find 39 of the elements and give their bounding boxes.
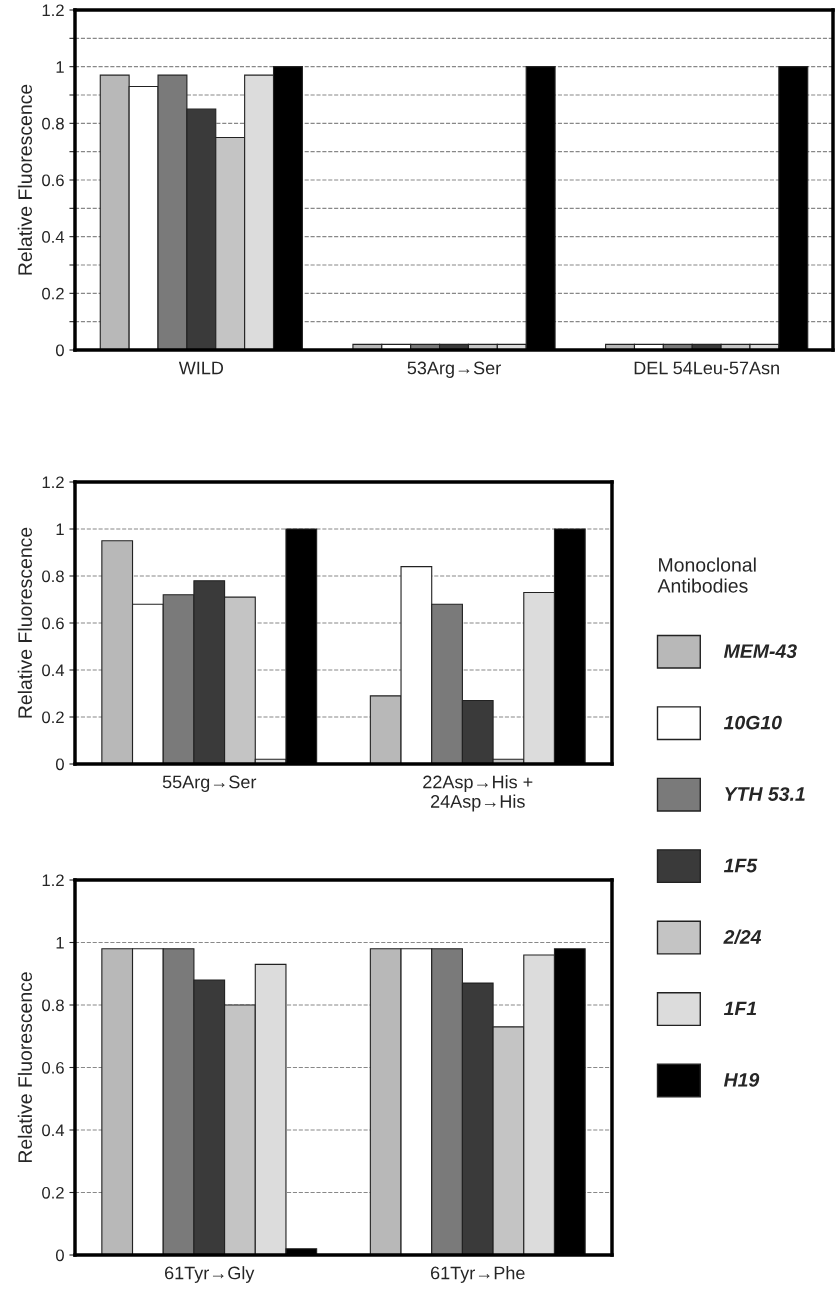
legend-label: 1F1 <box>723 1001 757 1016</box>
y-tick-label: 0.6 <box>42 1061 64 1074</box>
y-tick-label: 0.2 <box>42 711 64 724</box>
y-tick-label: 0.6 <box>42 617 64 630</box>
x-tick-label: 53Arg→Ser <box>407 361 501 378</box>
y-tick-label: 0.8 <box>42 117 64 130</box>
y-tick-label: 1 <box>56 61 64 73</box>
y-tick-label: 0 <box>55 344 64 357</box>
y-axis-title: Relative Fluorescence <box>17 972 33 1163</box>
legend-label: 2/24 <box>723 929 762 945</box>
x-tick-label: 61Tyr→Phe <box>431 1266 525 1283</box>
y-tick-label: 0.4 <box>42 231 65 243</box>
y-tick-label: 1.2 <box>42 874 64 887</box>
y-axis-title: Relative Fluorescence <box>17 84 33 275</box>
y-axis-title: Relative Fluorescence <box>17 527 33 718</box>
x-tick-label: DEL 54Leu-57Asn <box>634 361 779 375</box>
legend-label: 10G10 <box>723 715 782 730</box>
y-tick-label: 0.4 <box>42 664 65 677</box>
y-tick-label: 0 <box>55 1249 64 1262</box>
y-tick-label: 0.8 <box>42 999 64 1012</box>
x-tick-label: 55Arg→Ser <box>162 775 257 792</box>
y-tick-label: 1 <box>56 937 64 949</box>
y-tick-label: 1.2 <box>42 476 64 489</box>
legend-title: Monoclonal Antibodies <box>657 557 756 593</box>
x-tick-label: 22Asp→His + 24Asp→His <box>423 775 533 812</box>
y-tick-label: 0.8 <box>42 570 64 583</box>
legend-label: 1F5 <box>723 858 758 873</box>
y-tick-label: 1.2 <box>42 4 64 17</box>
y-tick-label: 0.6 <box>42 174 64 187</box>
legend-label: YTH 53.1 <box>725 787 805 801</box>
y-tick-label: 0.4 <box>42 1124 65 1137</box>
y-tick-label: 1 <box>56 523 64 536</box>
legend-label: H19 <box>723 1072 760 1087</box>
y-tick-label: 0 <box>55 758 64 771</box>
x-tick-label: 61Tyr→Gly <box>165 1266 255 1283</box>
legend-label: MEM-43 <box>723 644 797 659</box>
y-tick-label: 0.2 <box>42 1186 64 1199</box>
x-tick-label: WILD <box>178 361 224 375</box>
y-tick-label: 0.2 <box>42 287 64 300</box>
